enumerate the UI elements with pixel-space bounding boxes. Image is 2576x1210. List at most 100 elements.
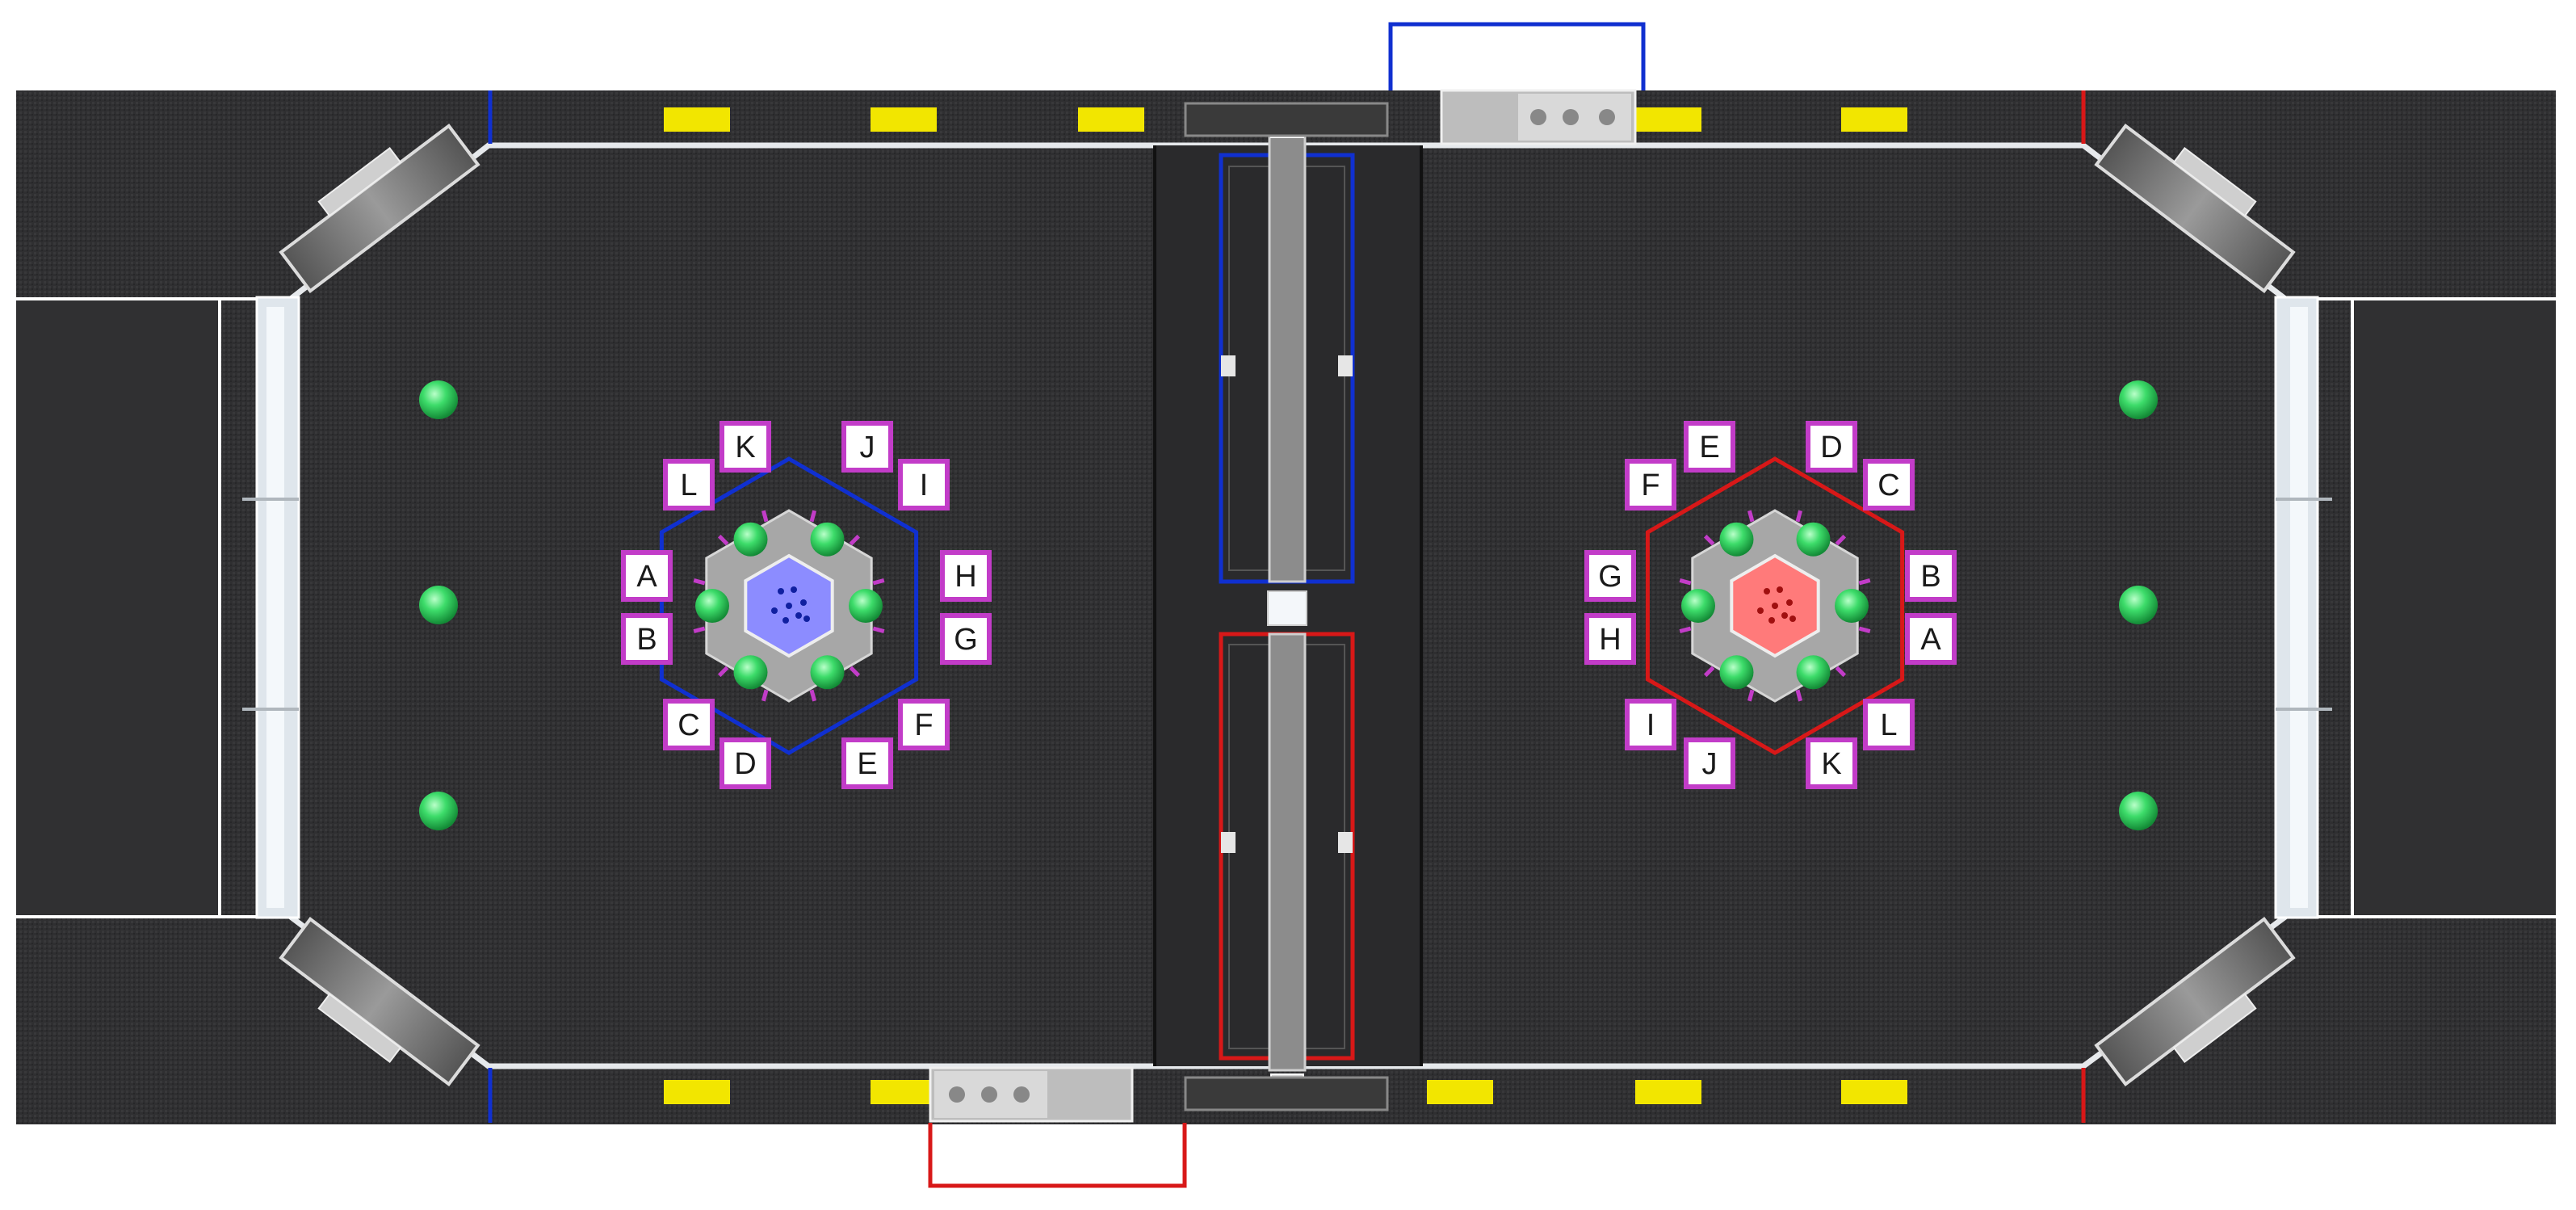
label-text: H xyxy=(1599,623,1621,657)
red-hub-hex-outline xyxy=(1645,456,1905,755)
red-hub-center-dot xyxy=(1764,588,1770,594)
blue-hub-port-tick xyxy=(872,626,885,634)
marker-icon xyxy=(664,107,730,132)
label-box xyxy=(621,550,673,602)
ball-icon xyxy=(2119,792,2158,830)
blue-hub-label-j: J xyxy=(841,421,893,473)
label-text: C xyxy=(678,708,699,742)
red-hub-label-e: E xyxy=(1684,421,1735,473)
blue-hub-port-tick xyxy=(761,689,769,702)
label-box xyxy=(663,699,715,750)
ball-icon xyxy=(2119,380,2158,419)
label-box xyxy=(1625,699,1676,750)
ball-icon xyxy=(1796,522,1831,557)
label-box xyxy=(1684,737,1735,789)
corner-ramp-top-left xyxy=(279,124,480,293)
red-hub-port-tick xyxy=(1858,626,1871,634)
blue-hub-label-d: D xyxy=(720,737,771,789)
ball-icon xyxy=(419,792,458,830)
bottom-rail xyxy=(1184,1076,1389,1111)
right-balls xyxy=(2119,380,2158,830)
ball-icon xyxy=(2119,586,2158,624)
blue-hub-port-tick xyxy=(761,510,769,523)
label-text: G xyxy=(1598,560,1622,594)
blue-hub-port-tick xyxy=(809,689,817,702)
marker-icon xyxy=(1635,1080,1701,1104)
red-hub-port-tick xyxy=(1679,626,1692,634)
blue-hub-port-tick xyxy=(717,666,729,678)
marker-icon xyxy=(871,1080,937,1104)
red-hub-label-i: I xyxy=(1625,699,1676,750)
blue-hub-label-b: B xyxy=(621,613,673,665)
label-box xyxy=(940,613,992,665)
label-box xyxy=(1905,550,1957,602)
red-hub-port-tick xyxy=(1835,534,1847,546)
red-hub-port-tick xyxy=(1703,534,1715,546)
label-box xyxy=(841,421,893,473)
blue-hub-label-a: A xyxy=(621,550,673,602)
marker-icon xyxy=(1078,107,1144,132)
blue-hub-center-dot xyxy=(782,617,789,624)
label-text: G xyxy=(954,623,978,657)
label-text: I xyxy=(920,468,929,502)
top-rail xyxy=(1184,102,1389,137)
left-end-zone xyxy=(16,297,295,918)
red-hub: AB C D E F GH I J K L xyxy=(1584,421,1957,789)
label-text: J xyxy=(860,431,875,464)
ball-icon xyxy=(419,380,458,419)
right-wall xyxy=(2274,296,2332,919)
label-text: D xyxy=(1820,431,1842,464)
red-hub-port-tick xyxy=(1795,689,1803,702)
red-hub-port-tick xyxy=(1747,689,1755,702)
center-block xyxy=(1267,590,1307,626)
red-hub-port-tick xyxy=(1679,578,1692,586)
blue-hub-port-tick xyxy=(693,578,706,586)
red-hub-label-b: B xyxy=(1905,550,1957,602)
label-box xyxy=(898,459,950,510)
red-hub-center-dot xyxy=(1757,607,1764,614)
label-text: B xyxy=(1920,560,1940,594)
label-text: K xyxy=(735,431,755,464)
blue-hub-label-h: H xyxy=(940,550,992,602)
marker-icon xyxy=(1635,107,1701,132)
red-hub-label-f: F xyxy=(1625,459,1676,510)
left-wall xyxy=(242,296,300,919)
left-balls xyxy=(419,380,458,830)
red-hub-label-l: L xyxy=(1863,699,1915,750)
marker-icon xyxy=(1841,107,1907,132)
blue-hub-port-tick xyxy=(849,666,861,678)
ball-icon xyxy=(1719,522,1754,557)
label-text: A xyxy=(636,560,657,594)
red-hub-center-dot xyxy=(1781,612,1788,619)
ball-icon xyxy=(1835,589,1869,623)
label-box xyxy=(1905,613,1957,665)
label-text: F xyxy=(1641,468,1659,502)
label-text: L xyxy=(1880,708,1897,742)
blue-hub-center-dot xyxy=(791,586,797,593)
label-box xyxy=(1625,459,1676,510)
label-text: J xyxy=(1702,747,1718,781)
blue-hub-center-dot xyxy=(786,603,792,609)
red-hub-label-c: C xyxy=(1863,459,1915,510)
label-text: A xyxy=(1920,623,1941,657)
blue-hub-center-dot xyxy=(795,612,802,619)
marker-icon xyxy=(664,1080,730,1104)
red-hub-port-tick xyxy=(1795,510,1803,523)
red-hub-port-tick xyxy=(1747,510,1755,523)
ball-icon xyxy=(419,586,458,624)
blue-hub-port-tick xyxy=(849,534,861,546)
red-hub-port-tick xyxy=(1835,666,1847,678)
red-hub-port-tick xyxy=(1858,578,1871,586)
blue-hub-hex-outline xyxy=(659,456,919,755)
label-text: D xyxy=(734,747,756,781)
red-hub-label-k: K xyxy=(1806,737,1857,789)
label-box xyxy=(1863,459,1915,510)
yellow-markers-bottom xyxy=(664,1080,1907,1104)
label-box xyxy=(898,699,950,750)
blue-hub-label-c: C xyxy=(663,699,715,750)
label-box xyxy=(720,737,771,789)
marker-icon xyxy=(1841,1080,1907,1104)
ball-icon xyxy=(849,589,883,623)
label-text: K xyxy=(1821,747,1841,781)
